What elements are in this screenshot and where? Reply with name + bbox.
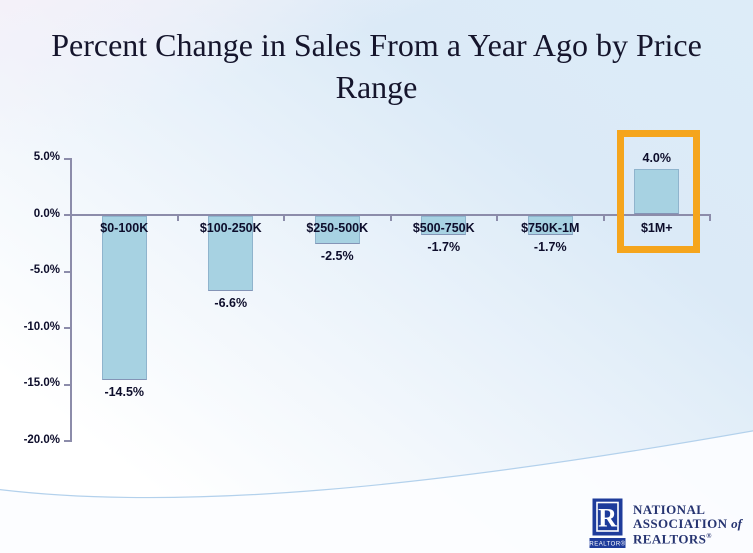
x-axis-tick bbox=[602, 216, 605, 221]
realtor-strip-label: REALTOR® bbox=[589, 541, 625, 548]
bar bbox=[101, 216, 147, 380]
y-axis-label: 0.0% bbox=[33, 207, 60, 220]
bar bbox=[421, 216, 467, 235]
y-axis-tick bbox=[64, 327, 71, 329]
x-axis-tick bbox=[176, 216, 179, 221]
bar bbox=[634, 169, 680, 214]
bar-category-label: $500-750K bbox=[412, 221, 475, 235]
y-axis-label: -10.0% bbox=[23, 320, 60, 333]
y-axis-label: -20.0% bbox=[23, 433, 60, 446]
nar-line1: NATIONAL bbox=[633, 502, 706, 517]
y-axis-label: -5.0% bbox=[29, 264, 60, 276]
bar bbox=[527, 216, 573, 235]
x-axis-tick bbox=[496, 216, 498, 221]
nar-reg-mark: ® bbox=[706, 532, 712, 540]
bar-category-label: $250-500K bbox=[306, 221, 369, 235]
highlight-box bbox=[617, 130, 700, 253]
nar-logo-text: NATIONAL ASSOCIATION of REALTORS® bbox=[633, 503, 742, 546]
y-axis-line bbox=[70, 157, 72, 442]
y-axis-label: -15.0% bbox=[23, 377, 60, 389]
realtor-r-icon: R REALTOR® bbox=[589, 498, 626, 548]
nar-line2-of: of bbox=[731, 515, 742, 531]
x-axis-line bbox=[70, 214, 711, 216]
bar bbox=[314, 216, 360, 244]
y-axis-tick bbox=[64, 440, 71, 442]
y-axis-label: 5.0% bbox=[33, 151, 60, 163]
bar-value-label: -1.7% bbox=[533, 240, 567, 254]
bar-category-label: $100-250K bbox=[199, 221, 262, 235]
nar-line3: REALTORS bbox=[633, 531, 707, 547]
y-axis-tick bbox=[64, 157, 71, 160]
bar-value-label: 4.0% bbox=[642, 151, 672, 165]
bar-category-label: $0-100K bbox=[100, 221, 149, 235]
x-axis-tick bbox=[709, 216, 711, 221]
bar bbox=[208, 216, 254, 291]
realtor-r-letter: R bbox=[598, 504, 617, 533]
bar-value-label: -2.5% bbox=[320, 249, 354, 263]
nar-line2: ASSOCIATION bbox=[633, 515, 732, 531]
bar-value-label: -6.6% bbox=[214, 296, 248, 310]
y-axis-tick bbox=[64, 270, 71, 273]
x-axis-tick bbox=[283, 216, 285, 221]
bar-value-label: -1.7% bbox=[427, 240, 461, 254]
bar-value-label: -14.5% bbox=[104, 385, 145, 399]
bar-category-label: $750K-1M bbox=[521, 221, 580, 235]
chart-title: Percent Change in Sales From a Year Ago … bbox=[20, 24, 733, 108]
bar-category-label: $1M+ bbox=[640, 221, 673, 235]
y-axis-tick bbox=[64, 214, 71, 216]
x-axis-tick bbox=[389, 216, 392, 221]
chart-title-line1: Percent Change in Sales From a Year Ago … bbox=[51, 27, 702, 63]
nar-logo: R REALTOR® NATIONAL ASSOCIATION of REALT… bbox=[589, 498, 742, 550]
chart-title-line2: Range bbox=[335, 69, 418, 105]
x-axis-tick bbox=[70, 216, 72, 221]
y-axis-tick bbox=[64, 383, 71, 386]
